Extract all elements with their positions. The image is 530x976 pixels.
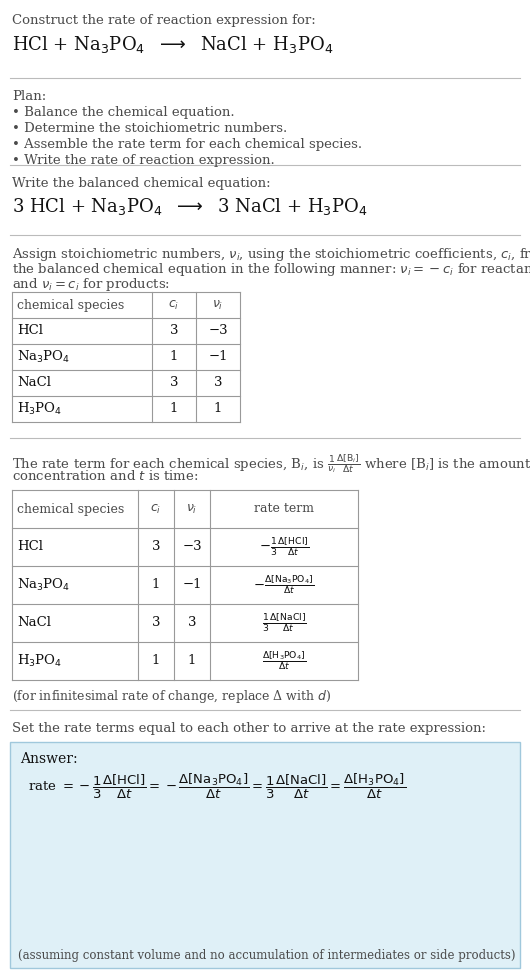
Text: Plan:: Plan: (12, 90, 46, 103)
Text: • Determine the stoichiometric numbers.: • Determine the stoichiometric numbers. (12, 122, 287, 135)
Text: Answer:: Answer: (20, 752, 77, 766)
Text: $-\frac{\Delta[\mathrm{Na_3PO_4}]}{\Delta t}$: $-\frac{\Delta[\mathrm{Na_3PO_4}]}{\Delt… (253, 574, 315, 596)
Text: rate term: rate term (254, 503, 314, 515)
Text: 1: 1 (152, 655, 160, 668)
Text: −3: −3 (208, 324, 228, 338)
Text: NaCl: NaCl (17, 377, 51, 389)
Text: $\nu_i$: $\nu_i$ (187, 503, 198, 515)
Text: 3: 3 (170, 377, 178, 389)
Text: H$_3$PO$_4$: H$_3$PO$_4$ (17, 401, 62, 417)
Text: the balanced chemical equation in the following manner: $\nu_i = -c_i$ for react: the balanced chemical equation in the fo… (12, 261, 530, 278)
Text: 3: 3 (188, 617, 196, 630)
Text: HCl: HCl (17, 541, 43, 553)
Text: Na$_3$PO$_4$: Na$_3$PO$_4$ (17, 349, 70, 365)
Text: $c_i$: $c_i$ (169, 299, 180, 311)
Text: 3: 3 (152, 541, 160, 553)
Text: Assign stoichiometric numbers, $\nu_i$, using the stoichiometric coefficients, $: Assign stoichiometric numbers, $\nu_i$, … (12, 246, 530, 263)
Text: 3: 3 (152, 617, 160, 630)
Text: H$_3$PO$_4$: H$_3$PO$_4$ (17, 653, 62, 670)
Text: −1: −1 (208, 350, 228, 363)
Text: chemical species: chemical species (17, 299, 124, 311)
Bar (10, 742, 520, 968)
Text: 1: 1 (170, 402, 178, 416)
Text: rate $= -\dfrac{1}{3}\dfrac{\Delta[\mathrm{HCl}]}{\Delta t}= -\dfrac{\Delta[\mat: rate $= -\dfrac{1}{3}\dfrac{\Delta[\math… (28, 772, 406, 801)
Text: The rate term for each chemical species, B$_i$, is $\frac{1}{\nu_i}\frac{\Delta[: The rate term for each chemical species,… (12, 452, 530, 475)
Text: NaCl: NaCl (17, 617, 51, 630)
Text: HCl: HCl (17, 324, 43, 338)
Text: 1: 1 (188, 655, 196, 668)
Text: • Balance the chemical equation.: • Balance the chemical equation. (12, 106, 235, 119)
Text: Write the balanced chemical equation:: Write the balanced chemical equation: (12, 177, 271, 190)
Text: 1: 1 (170, 350, 178, 363)
Text: $-\frac{1}{3}\frac{\Delta[\mathrm{HCl}]}{\Delta t}$: $-\frac{1}{3}\frac{\Delta[\mathrm{HCl}]}… (259, 536, 309, 558)
Text: 3: 3 (170, 324, 178, 338)
Text: • Write the rate of reaction expression.: • Write the rate of reaction expression. (12, 154, 275, 167)
Text: $\nu_i$: $\nu_i$ (213, 299, 224, 311)
Text: and $\nu_i = c_i$ for products:: and $\nu_i = c_i$ for products: (12, 276, 170, 293)
Text: • Assemble the rate term for each chemical species.: • Assemble the rate term for each chemic… (12, 138, 362, 151)
Text: 3: 3 (214, 377, 222, 389)
Text: 3 HCl + Na$_3$PO$_4$  $\longrightarrow$  3 NaCl + H$_3$PO$_4$: 3 HCl + Na$_3$PO$_4$ $\longrightarrow$ 3… (12, 196, 368, 217)
Text: −3: −3 (182, 541, 202, 553)
Text: $\frac{1}{3}\frac{\Delta[\mathrm{NaCl}]}{\Delta t}$: $\frac{1}{3}\frac{\Delta[\mathrm{NaCl}]}… (262, 612, 306, 634)
Text: 1: 1 (214, 402, 222, 416)
Text: 1: 1 (152, 579, 160, 591)
Text: (assuming constant volume and no accumulation of intermediates or side products): (assuming constant volume and no accumul… (18, 949, 516, 962)
Text: concentration and $t$ is time:: concentration and $t$ is time: (12, 469, 198, 483)
Text: chemical species: chemical species (17, 503, 124, 515)
Text: $c_i$: $c_i$ (151, 503, 162, 515)
Text: HCl + Na$_3$PO$_4$  $\longrightarrow$  NaCl + H$_3$PO$_4$: HCl + Na$_3$PO$_4$ $\longrightarrow$ NaC… (12, 34, 333, 55)
Text: Set the rate terms equal to each other to arrive at the rate expression:: Set the rate terms equal to each other t… (12, 722, 486, 735)
Text: $\frac{\Delta[\mathrm{H_3PO_4}]}{\Delta t}$: $\frac{\Delta[\mathrm{H_3PO_4}]}{\Delta … (262, 650, 306, 672)
Text: (for infinitesimal rate of change, replace Δ with $d$): (for infinitesimal rate of change, repla… (12, 688, 331, 705)
Text: −1: −1 (182, 579, 202, 591)
Text: Construct the rate of reaction expression for:: Construct the rate of reaction expressio… (12, 14, 316, 27)
Text: Na$_3$PO$_4$: Na$_3$PO$_4$ (17, 577, 70, 593)
